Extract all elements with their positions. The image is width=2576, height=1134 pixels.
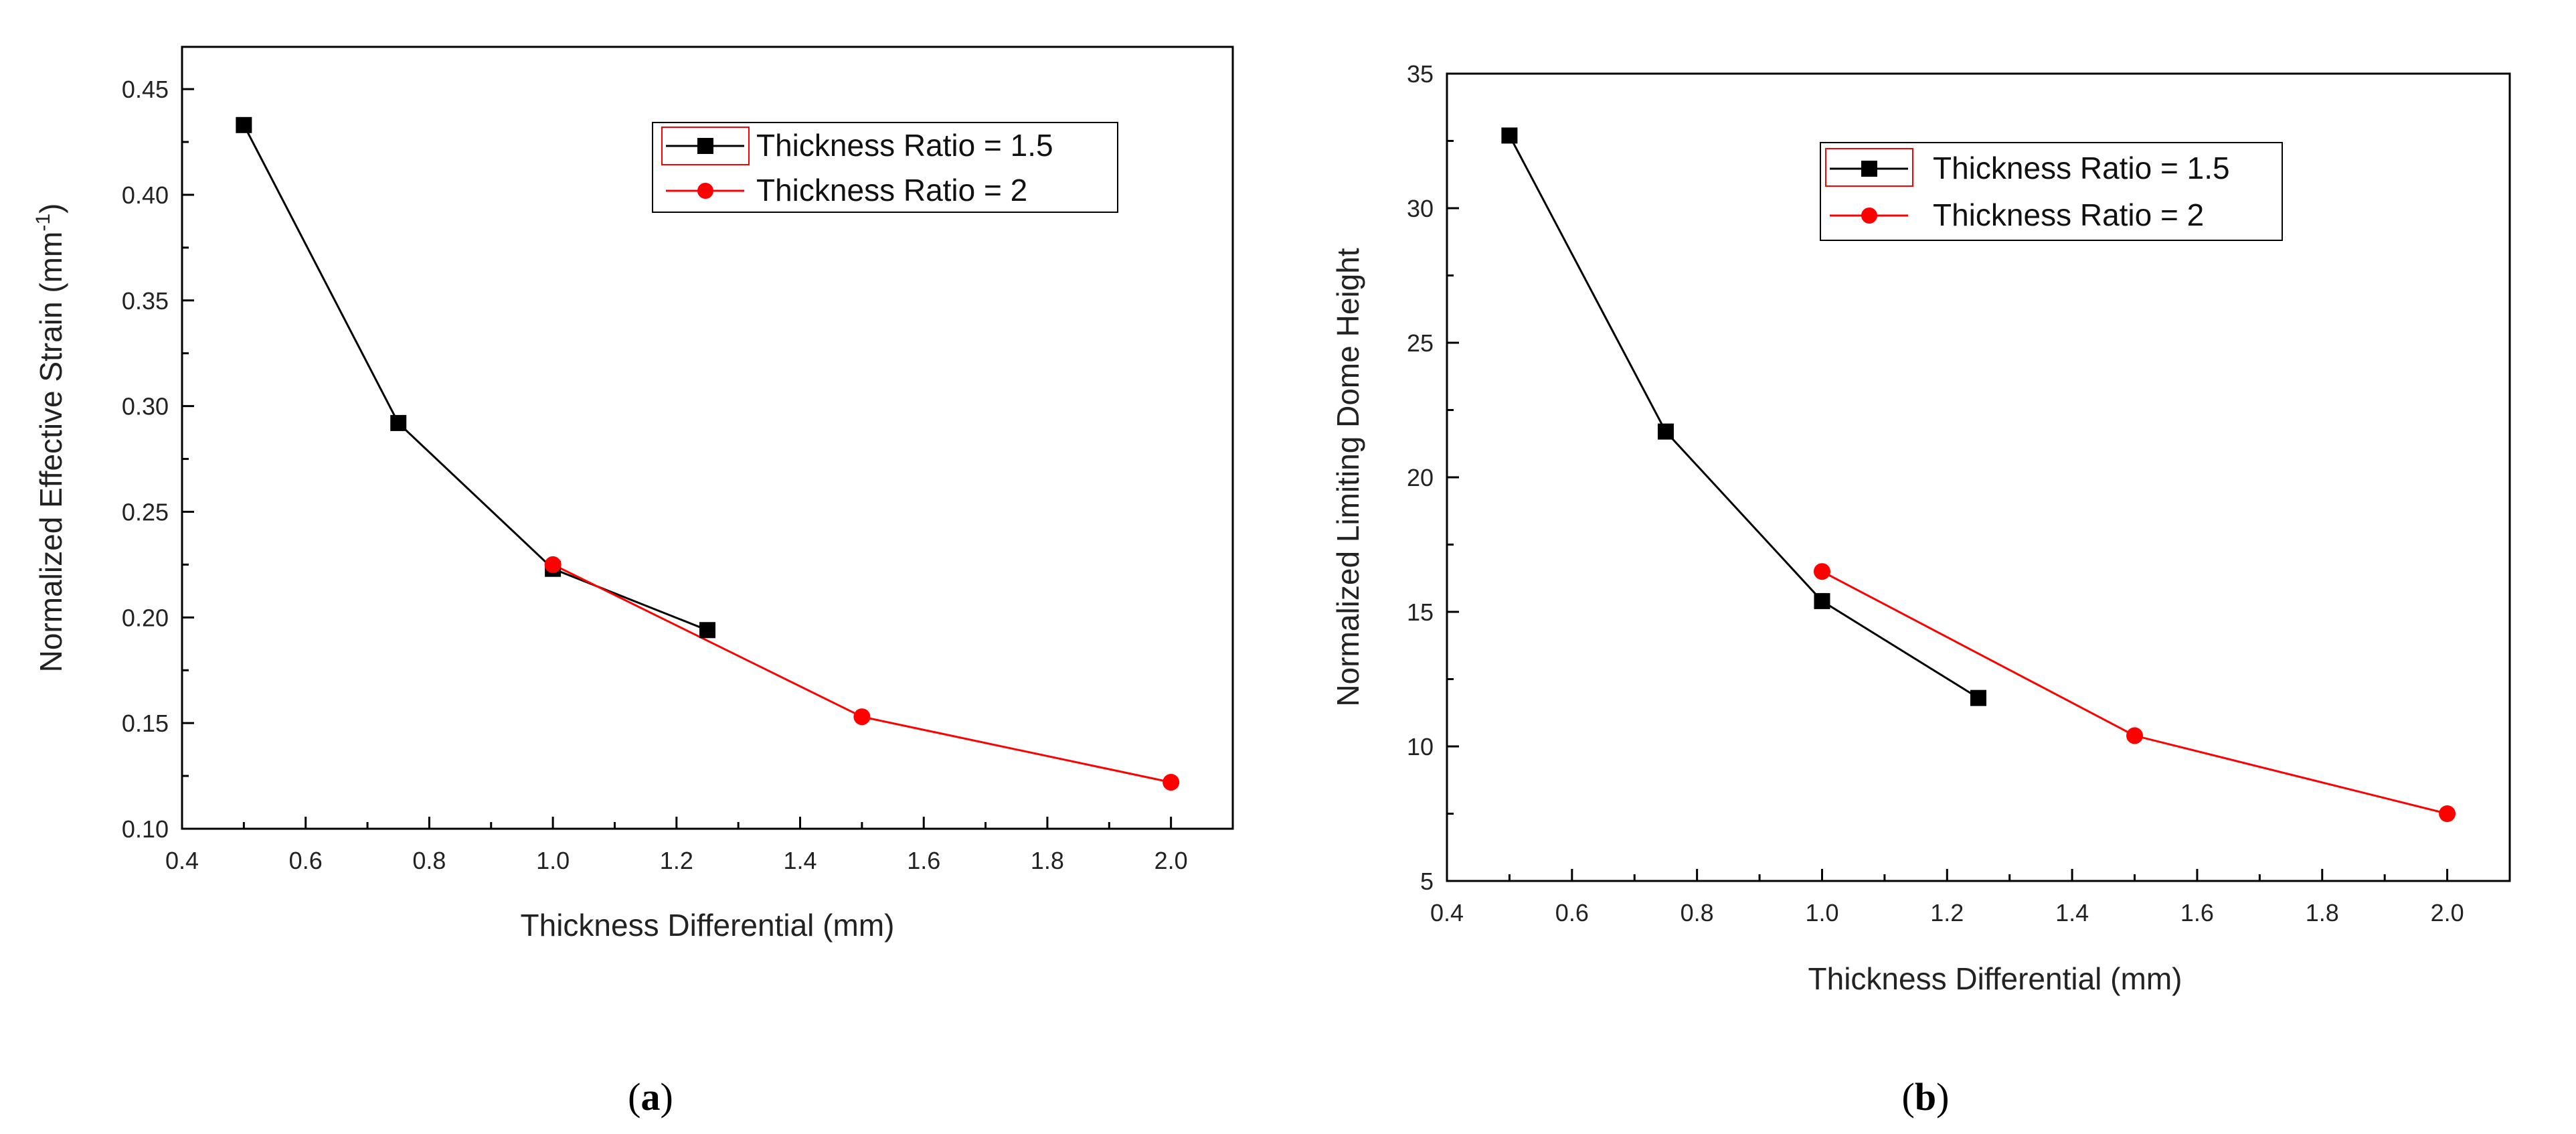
- y-tick-labels: 5 10 15 20 25 30 35: [1407, 60, 1434, 895]
- legend-highlight: [661, 127, 750, 165]
- series-line-ratio-1.5: [243, 125, 708, 631]
- x-tick-label: 2.0: [1154, 847, 1188, 874]
- x-tick-label: 0.6: [1555, 899, 1589, 926]
- data-point-circle: [2126, 727, 2144, 744]
- data-point-square: [1814, 592, 1830, 609]
- x-tick-label: 1.6: [907, 847, 940, 874]
- y-tick-label: 0.35: [122, 287, 169, 315]
- legend-box: [1820, 142, 2283, 241]
- x-tick-label: 1.4: [2055, 899, 2089, 926]
- data-point-square: [1501, 127, 1518, 144]
- y-tick-label: 15: [1407, 598, 1434, 626]
- data-point-square: [1970, 690, 1986, 706]
- legend-highlight: [1825, 148, 1913, 187]
- x-tick-label: 0.8: [412, 847, 446, 874]
- x-tick-label: 1.6: [2180, 899, 2214, 926]
- legend: Thickness Ratio = 1.5 Thickness Ratio = …: [652, 122, 1118, 213]
- series-markers: [1501, 127, 2456, 822]
- x-tick-label: 2.0: [2431, 899, 2464, 926]
- legend-marker-square: [1861, 161, 1877, 177]
- x-tick-label: 1.8: [1031, 847, 1064, 874]
- legend-marker-circle: [1861, 208, 1877, 224]
- y-tick-label: 0.10: [122, 815, 169, 843]
- x-tick-label: 1.8: [2306, 899, 2339, 926]
- y-tick-labels: 0.10 0.15 0.20 0.25 0.30 0.35 0.40 0.45: [122, 76, 169, 843]
- plot-frame: [181, 46, 1234, 830]
- x-tick-label: 1.0: [1805, 899, 1838, 926]
- y-axis-label: Normalized Limiting Dome Height: [1330, 248, 1365, 706]
- x-tick-label: 0.6: [289, 847, 323, 874]
- panel-caption-b: (b): [1902, 1075, 1950, 1119]
- y-axis-label: Normalized Effective Strain (mm-1): [32, 204, 68, 673]
- x-tick-label: 0.4: [165, 847, 199, 874]
- data-point-circle: [544, 556, 562, 573]
- legend-label-ratio-2: Thickness Ratio = 2: [756, 173, 1027, 208]
- legend-marker-square: [697, 138, 713, 154]
- x-tick-label: 0.8: [1681, 899, 1714, 926]
- y-tick-label: 35: [1407, 60, 1434, 88]
- data-point-circle: [853, 708, 871, 726]
- legend-box: [652, 122, 1118, 213]
- legend-label-ratio-1.5: Thickness Ratio = 1.5: [1933, 151, 2230, 185]
- legend-marker-circle: [697, 183, 713, 199]
- x-axis-label: Thickness Differential (mm): [1808, 961, 2182, 996]
- y-tick-label: 0.15: [122, 710, 169, 737]
- y-tick-label: 10: [1407, 733, 1434, 760]
- y-tick-label: 0.45: [122, 76, 169, 103]
- data-point-circle: [1813, 563, 1830, 580]
- y-tick-label: 25: [1407, 329, 1434, 357]
- data-point-square: [1657, 423, 1674, 440]
- y-tick-label: 0.30: [122, 393, 169, 420]
- y-tick-label: 0.40: [122, 181, 169, 209]
- axis-ticks: [1446, 72, 2449, 882]
- x-tick-label: 0.4: [1430, 899, 1464, 926]
- y-tick-label: 30: [1407, 195, 1434, 222]
- panel-caption-a: (a): [628, 1075, 673, 1119]
- x-tick-labels: 0.4 0.6 0.8 1.0 1.2 1.4 1.6 1.8 2.0: [1430, 899, 2464, 926]
- data-point-square: [236, 116, 252, 133]
- data-point-square: [390, 414, 407, 431]
- legend: Thickness Ratio = 1.5 Thickness Ratio = …: [1820, 142, 2283, 241]
- y-tick-label: 0.20: [122, 604, 169, 631]
- data-point-circle: [2439, 805, 2456, 822]
- data-point-square: [699, 622, 715, 639]
- x-tick-label: 1.2: [660, 847, 693, 874]
- x-tick-label: 1.4: [784, 847, 817, 874]
- x-tick-label: 1.2: [1930, 899, 1964, 926]
- x-axis-label: Thickness Differential (mm): [521, 908, 895, 943]
- x-tick-labels: 0.4 0.6 0.8 1.0 1.2 1.4 1.6 1.8 2.0: [165, 847, 1188, 874]
- x-tick-label: 1.0: [536, 847, 570, 874]
- y-tick-label: 20: [1407, 464, 1434, 491]
- series-markers: [236, 116, 1180, 791]
- series-line-ratio-1.5: [1509, 135, 1979, 699]
- y-tick-label: 5: [1420, 868, 1434, 895]
- legend-label-ratio-1.5: Thickness Ratio = 1.5: [756, 128, 1053, 163]
- chart-panel-a: 0.4 0.6 0.8 1.0 1.2 1.4 1.6 1.8 2.0 0.10 0.15 0.20…: [32, 46, 1234, 1119]
- legend-label-ratio-2: Thickness Ratio = 2: [1933, 197, 2204, 232]
- axis-ticks: [181, 88, 1173, 830]
- data-point-circle: [1163, 774, 1180, 791]
- chart-panel-b: 0.4 0.6 0.8 1.0 1.2 1.4 1.6 1.8 2.0 5 10 15 20 25 30 3…: [1330, 60, 2511, 1119]
- y-tick-label: 0.25: [122, 498, 169, 525]
